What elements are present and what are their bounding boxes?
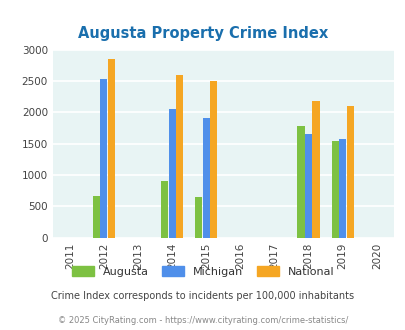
Bar (338, 139, 345, 238)
Legend: Augusta, Michigan, National: Augusta, Michigan, National (68, 263, 337, 280)
Bar (202, 118, 209, 238)
Bar (304, 134, 311, 238)
Bar (210, 81, 217, 238)
Bar (176, 75, 183, 238)
Bar (100, 79, 107, 238)
Bar (346, 106, 353, 238)
Bar (168, 109, 175, 238)
Bar (161, 181, 168, 238)
Text: Augusta Property Crime Index: Augusta Property Crime Index (78, 26, 327, 41)
Text: © 2025 CityRating.com - https://www.cityrating.com/crime-statistics/: © 2025 CityRating.com - https://www.city… (58, 316, 347, 325)
Text: Crime Index corresponds to incidents per 100,000 inhabitants: Crime Index corresponds to incidents per… (51, 291, 354, 301)
Bar (93, 196, 100, 238)
Bar (195, 197, 202, 238)
Bar (297, 126, 304, 238)
Bar (108, 59, 115, 238)
Bar (312, 101, 319, 238)
Bar (331, 141, 338, 238)
